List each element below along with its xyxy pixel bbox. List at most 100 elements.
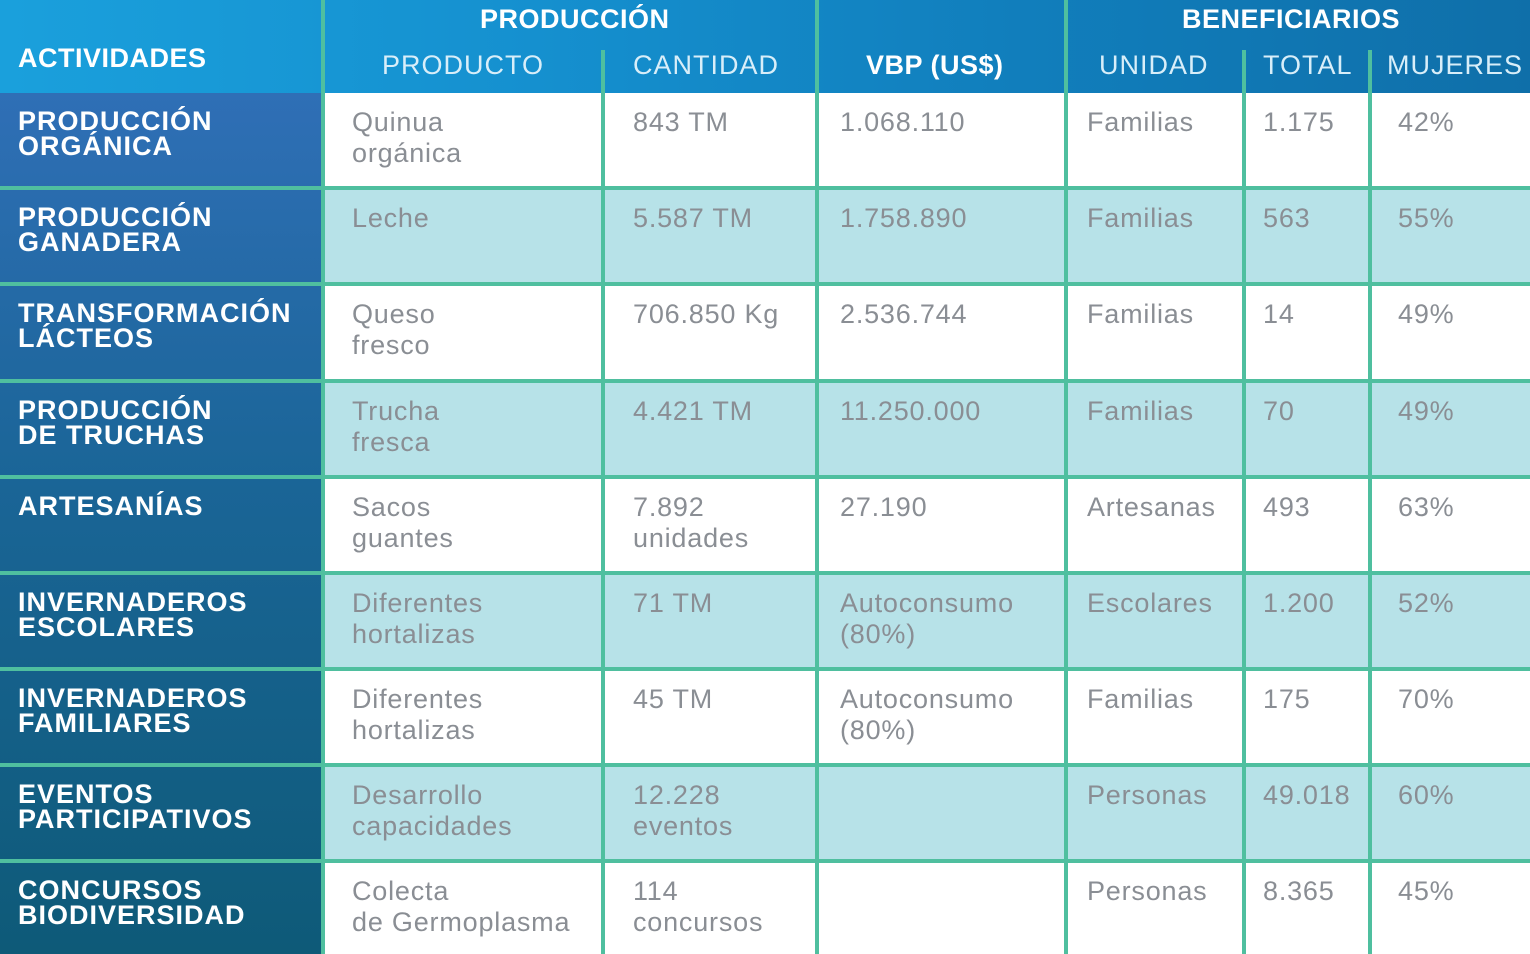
grid-line-h [323, 859, 1530, 863]
table-row [323, 670, 1530, 766]
header-vbp: VBP (US$) [866, 50, 1004, 80]
header-actividades: ACTIVIDADES [18, 43, 207, 73]
cell-mujeres: 42% [1398, 107, 1455, 137]
cell-producto: Sacos guantes [352, 492, 454, 553]
activity-label: PRODUCCIÓN ORGÁNICA [18, 106, 213, 161]
activity-separator [0, 186, 321, 190]
activity-separator [0, 763, 321, 767]
cell-total: 175 [1263, 684, 1311, 714]
cell-producto: Colecta de Germoplasma [352, 876, 571, 937]
grid-line-v5 [1242, 50, 1246, 954]
cell-mujeres: 60% [1398, 780, 1455, 810]
cell-cantidad: 4.421 TM [633, 396, 753, 426]
cell-cantidad: 45 TM [633, 684, 714, 714]
cell-mujeres: 70% [1398, 684, 1455, 714]
grid-line-h [323, 667, 1530, 671]
table-row [323, 382, 1530, 478]
table-row [323, 574, 1530, 670]
grid-line-h [323, 379, 1530, 383]
cell-cantidad: 843 TM [633, 107, 729, 137]
grid-line-h [323, 475, 1530, 479]
cell-unidad: Artesanas [1087, 492, 1216, 522]
cell-total: 8.365 [1263, 876, 1335, 906]
activity-separator [0, 475, 321, 479]
activity-label: PRODUCCIÓN DE TRUCHAS [18, 395, 213, 450]
activity-label: INVERNADEROS FAMILIARES [18, 683, 248, 738]
cell-producto: Queso fresco [352, 299, 436, 360]
cell-mujeres: 55% [1398, 203, 1455, 233]
cell-producto: Diferentes hortalizas [352, 588, 484, 649]
cell-cantidad: 71 TM [633, 588, 714, 618]
grid-line-h [323, 763, 1530, 767]
header-mujeres: MUJERES [1387, 50, 1524, 80]
table-row [323, 862, 1530, 954]
cell-producto: Quinua orgánica [352, 107, 462, 168]
activity-separator [0, 667, 321, 671]
grid-line-v6 [1368, 50, 1372, 954]
cell-total: 49.018 [1263, 780, 1351, 810]
table-row [323, 189, 1530, 285]
cell-vbp: Autoconsumo (80%) [840, 684, 1014, 745]
activity-label: INVERNADEROS ESCOLARES [18, 587, 248, 642]
cell-producto: Trucha fresca [352, 396, 440, 457]
cell-mujeres: 49% [1398, 396, 1455, 426]
activity-separator [0, 282, 321, 286]
activity-separator [0, 859, 321, 863]
cell-mujeres: 52% [1398, 588, 1455, 618]
cell-vbp: 2.536.744 [840, 299, 968, 329]
cell-unidad: Familias [1087, 684, 1194, 714]
table-header: ACTIVIDADES PRODUCCIÓN PRODUCTO CANTIDAD… [0, 0, 1530, 93]
cell-cantidad: 12.228 eventos [633, 780, 734, 841]
activity-label: PRODUCCIÓN GANADERA [18, 202, 213, 257]
cell-vbp: Autoconsumo (80%) [840, 588, 1014, 649]
cell-unidad: Escolares [1087, 588, 1213, 618]
cell-producto: Diferentes hortalizas [352, 684, 484, 745]
activity-label: TRANSFORMACIÓN LÁCTEOS [18, 298, 292, 353]
cell-vbp: 27.190 [840, 492, 928, 522]
cell-mujeres: 49% [1398, 299, 1455, 329]
cell-unidad: Personas [1087, 876, 1208, 906]
cell-vbp: 11.250.000 [840, 396, 982, 426]
cell-producto: Desarrollo capacidades [352, 780, 513, 841]
grid-line-h [323, 282, 1530, 286]
header-total: TOTAL [1263, 50, 1353, 80]
cell-unidad: Personas [1087, 780, 1208, 810]
header-beneficiarios: BENEFICIARIOS [1182, 4, 1401, 34]
cell-producto: Leche [352, 203, 430, 233]
cell-total: 1.200 [1263, 588, 1335, 618]
activity-label: CONCURSOS BIODIVERSIDAD [18, 875, 246, 930]
cell-unidad: Familias [1087, 203, 1194, 233]
table-row [323, 478, 1530, 574]
activity-label: EVENTOS PARTICIPATIVOS [18, 779, 253, 834]
cell-mujeres: 45% [1398, 876, 1455, 906]
activity-separator [0, 379, 321, 383]
grid-line-h [323, 186, 1530, 190]
header-produccion: PRODUCCIÓN [480, 4, 670, 34]
cell-total: 70 [1263, 396, 1295, 426]
cell-total: 1.175 [1263, 107, 1335, 137]
activity-column [0, 93, 321, 954]
cell-vbp: 1.068.110 [840, 107, 966, 137]
cell-vbp: 1.758.890 [840, 203, 968, 233]
cell-total: 563 [1263, 203, 1311, 233]
cell-cantidad: 5.587 TM [633, 203, 753, 233]
cell-unidad: Familias [1087, 107, 1194, 137]
table-row [323, 766, 1530, 862]
cell-total: 14 [1263, 299, 1295, 329]
header-cantidad: CANTIDAD [633, 50, 780, 80]
activity-label: ARTESANÍAS [18, 491, 204, 521]
header-producto: PRODUCTO [382, 50, 545, 80]
table-row [323, 93, 1530, 189]
cell-cantidad: 114 concursos [633, 876, 764, 937]
activity-separator [0, 571, 321, 575]
cell-cantidad: 7.892 unidades [633, 492, 749, 553]
cell-unidad: Familias [1087, 396, 1194, 426]
cell-mujeres: 63% [1398, 492, 1455, 522]
grid-line-v2 [601, 50, 605, 954]
cell-cantidad: 706.850 Kg [633, 299, 780, 329]
cell-total: 493 [1263, 492, 1311, 522]
table-row [323, 285, 1530, 382]
header-unidad: UNIDAD [1099, 50, 1209, 80]
grid-line-h [323, 571, 1530, 575]
cell-unidad: Familias [1087, 299, 1194, 329]
